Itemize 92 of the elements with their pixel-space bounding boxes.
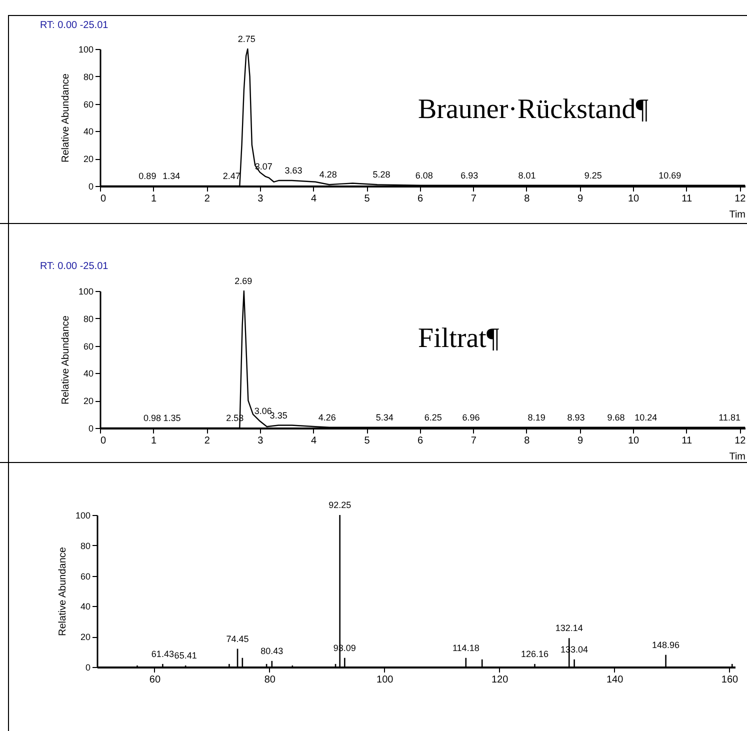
- annotation: 65.41: [174, 650, 197, 660]
- annotation: 114.18: [452, 642, 480, 653]
- x-tick-label: 140: [606, 674, 624, 686]
- y-axis-title: Relative Abundance: [57, 546, 68, 636]
- annotation: 132.14: [555, 623, 583, 634]
- annotation: 5.34: [376, 412, 394, 422]
- x-tick-label: 6: [418, 436, 424, 446]
- y-tick-label: 100: [78, 44, 94, 54]
- annotation: 126.16: [520, 648, 549, 659]
- x-tick-label: 0: [100, 436, 106, 446]
- y-tick-label: 40: [83, 126, 94, 137]
- x-tick-label: 8: [524, 194, 530, 204]
- y-tick-label: 0: [88, 424, 94, 434]
- annotation: 11.81: [718, 412, 740, 422]
- x-tick-label: 5: [364, 194, 370, 204]
- x-tick-label: 6: [418, 194, 424, 204]
- x-tick-label: 12: [734, 436, 746, 446]
- x-tick-label: 5: [364, 436, 370, 446]
- x-tick-label: 120: [492, 674, 509, 686]
- annotation: 3.06: [254, 406, 272, 416]
- annotation: 2.69: [234, 276, 252, 286]
- x-tick-label: 4: [310, 436, 317, 446]
- y-tick-label: 60: [83, 99, 94, 110]
- x-tick-label: 60: [149, 674, 161, 686]
- x-tick-label: 9: [577, 194, 584, 204]
- x-tick-label: 3: [258, 436, 264, 446]
- annotation: 6.08: [415, 170, 433, 180]
- annotation: 4.28: [319, 170, 337, 180]
- text: RT: 0.00 -25.01: [40, 20, 108, 31]
- x-axis-title: Tim: [729, 210, 746, 220]
- x-tick-label: 4: [310, 194, 317, 204]
- y-axis-title: Relative Abundance: [60, 315, 72, 404]
- y-axis-title: Relative Abundance: [60, 73, 72, 162]
- x-tick-label: 11: [682, 194, 692, 204]
- y-tick-label: 80: [83, 72, 94, 82]
- annotation: 92.25: [328, 500, 352, 510]
- x-tick-label: 80: [264, 674, 276, 686]
- y-tick-label: 20: [83, 396, 94, 406]
- annotation: 4.26: [318, 412, 336, 422]
- annotation: 2.75: [238, 34, 256, 44]
- y-tick-label: 80: [83, 314, 94, 324]
- x-tick-label: 0: [100, 194, 106, 204]
- annotation: 8.01: [518, 170, 536, 180]
- y-tick-label: 60: [80, 571, 90, 582]
- annotation: 8.19: [528, 412, 546, 422]
- annotation: 80.43: [260, 646, 284, 656]
- text: RT: 0.00 -25.01: [40, 261, 108, 272]
- annotation: 10.69: [658, 170, 682, 180]
- y-tick-label: 20: [83, 154, 94, 164]
- annotation: 61.43: [151, 648, 174, 659]
- y-tick-label: 40: [83, 368, 94, 379]
- x-tick-label: 10: [628, 194, 640, 204]
- y-tick-label: 40: [80, 602, 90, 612]
- annotation: 6.93: [460, 170, 478, 180]
- x-tick-label: 9: [577, 436, 584, 446]
- x-tick-label: 10: [628, 436, 640, 446]
- annotation: 8.93: [567, 412, 585, 422]
- y-tick-label: 100: [75, 510, 90, 520]
- x-tick-label: 1: [151, 436, 158, 446]
- y-tick-label: 60: [83, 341, 94, 352]
- x-tick-label: 160: [721, 674, 739, 686]
- annotation: 0.98: [143, 413, 162, 423]
- annotation: 5.28: [372, 170, 390, 180]
- annotation: 9.68: [607, 412, 625, 422]
- annotation: 6.96: [462, 412, 480, 422]
- x-tick-label: 11: [682, 436, 692, 446]
- annotation: Filtrat¶: [418, 323, 500, 355]
- x-tick-label: 8: [524, 436, 530, 446]
- annotation: 10.24: [634, 412, 658, 422]
- x-axis-title: Tim: [729, 452, 746, 462]
- annotation: 0.89: [138, 171, 156, 181]
- x-tick-label: 7: [470, 194, 477, 204]
- y-tick-label: 0: [88, 182, 94, 192]
- annotation: 6.25: [424, 412, 442, 422]
- annotation: 3.63: [284, 166, 302, 176]
- annotation: 9.25: [584, 170, 602, 180]
- x-tick-label: 7: [470, 436, 477, 446]
- x-tick-label: 2: [204, 436, 210, 446]
- annotation: 74.45: [226, 634, 249, 644]
- y-tick-label: 80: [80, 540, 90, 551]
- annotation: 1.34: [162, 171, 180, 181]
- annotation: 1.35: [163, 413, 181, 423]
- x-tick-label: 1: [151, 194, 158, 204]
- x-tick-label: 3: [258, 194, 264, 204]
- y-tick-label: 100: [78, 286, 94, 296]
- annotation: Brauner·Rückstand¶: [418, 94, 648, 126]
- y-tick-label: 0: [85, 662, 90, 672]
- x-tick-label: 12: [734, 194, 746, 204]
- annotation: 148.96: [652, 640, 680, 650]
- y-tick-label: 20: [80, 632, 90, 642]
- x-tick-label: 2: [204, 194, 210, 204]
- x-tick-label: 100: [376, 674, 394, 686]
